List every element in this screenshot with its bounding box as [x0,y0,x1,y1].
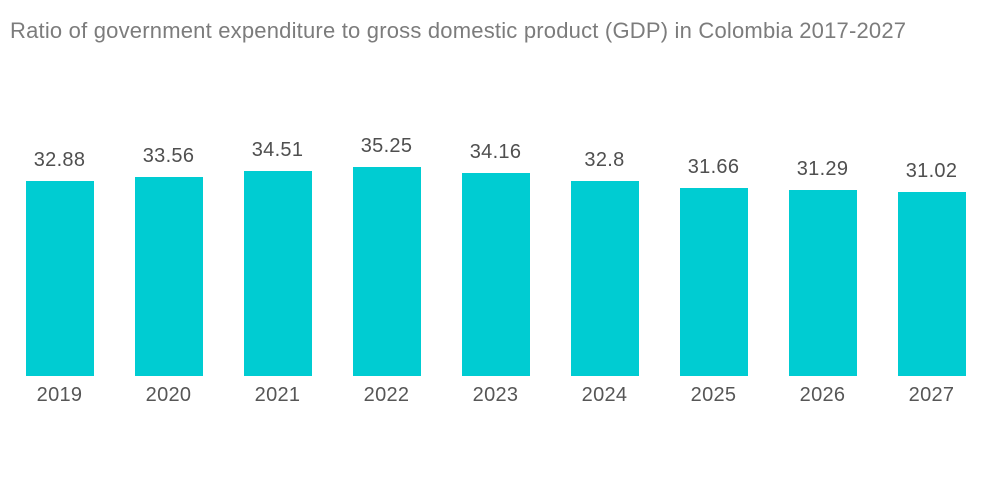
bar-chart: 32.88 33.56 34.51 35.25 34.16 32.8 31.66 31.29 3… [5,0,995,405]
bars-row: 32.88 33.56 34.51 35.25 34.16 32.8 31.66 31.29 3… [5,0,995,376]
bar [134,177,203,376]
bar-group: 31.66 [659,157,768,376]
bar-group: 31.29 [768,159,877,376]
x-axis-label: 2027 [908,384,955,406]
bar-value-label: 31.02 [905,160,958,182]
bar [679,188,748,376]
bar-group: 35.25 [332,136,441,376]
x-axis-labels: 2019 2020 2021 2022 2023 2024 2025 2026 2027 [5,376,995,405]
bar [25,181,94,376]
chart-title: Ratio of government expenditure to gross… [10,18,907,43]
x-axis-label: 2023 [472,384,519,406]
bar-value-label: 34.51 [251,139,304,161]
bar-value-label: 31.66 [687,156,740,178]
x-axis-label: 2021 [254,384,301,406]
bar [788,190,857,376]
x-axis-label: 2026 [799,384,846,406]
bar [243,171,312,376]
x-axis-label: 2020 [145,384,192,406]
bar-group: 31.02 [877,161,986,376]
bar-group: 34.16 [441,142,550,376]
bar-group: 33.56 [114,146,223,376]
bar-value-label: 32.88 [33,149,86,171]
bar-group: 34.51 [223,140,332,376]
x-axis-label: 2019 [36,384,83,406]
x-axis-label: 2024 [581,384,628,406]
bar [897,192,966,376]
bar-value-label: 35.25 [360,135,413,157]
bar-group: 32.8 [550,150,659,376]
bar [461,173,530,376]
bar [570,181,639,376]
bar-value-label: 33.56 [142,145,195,167]
x-axis-label: 2025 [690,384,737,406]
x-axis-label: 2022 [363,384,410,406]
bar-group: 32.88 [5,150,114,376]
bar-value-label: 31.29 [796,158,849,180]
bar-value-label: 32.8 [584,149,625,171]
bar [352,167,421,376]
bar-value-label: 34.16 [469,141,522,163]
